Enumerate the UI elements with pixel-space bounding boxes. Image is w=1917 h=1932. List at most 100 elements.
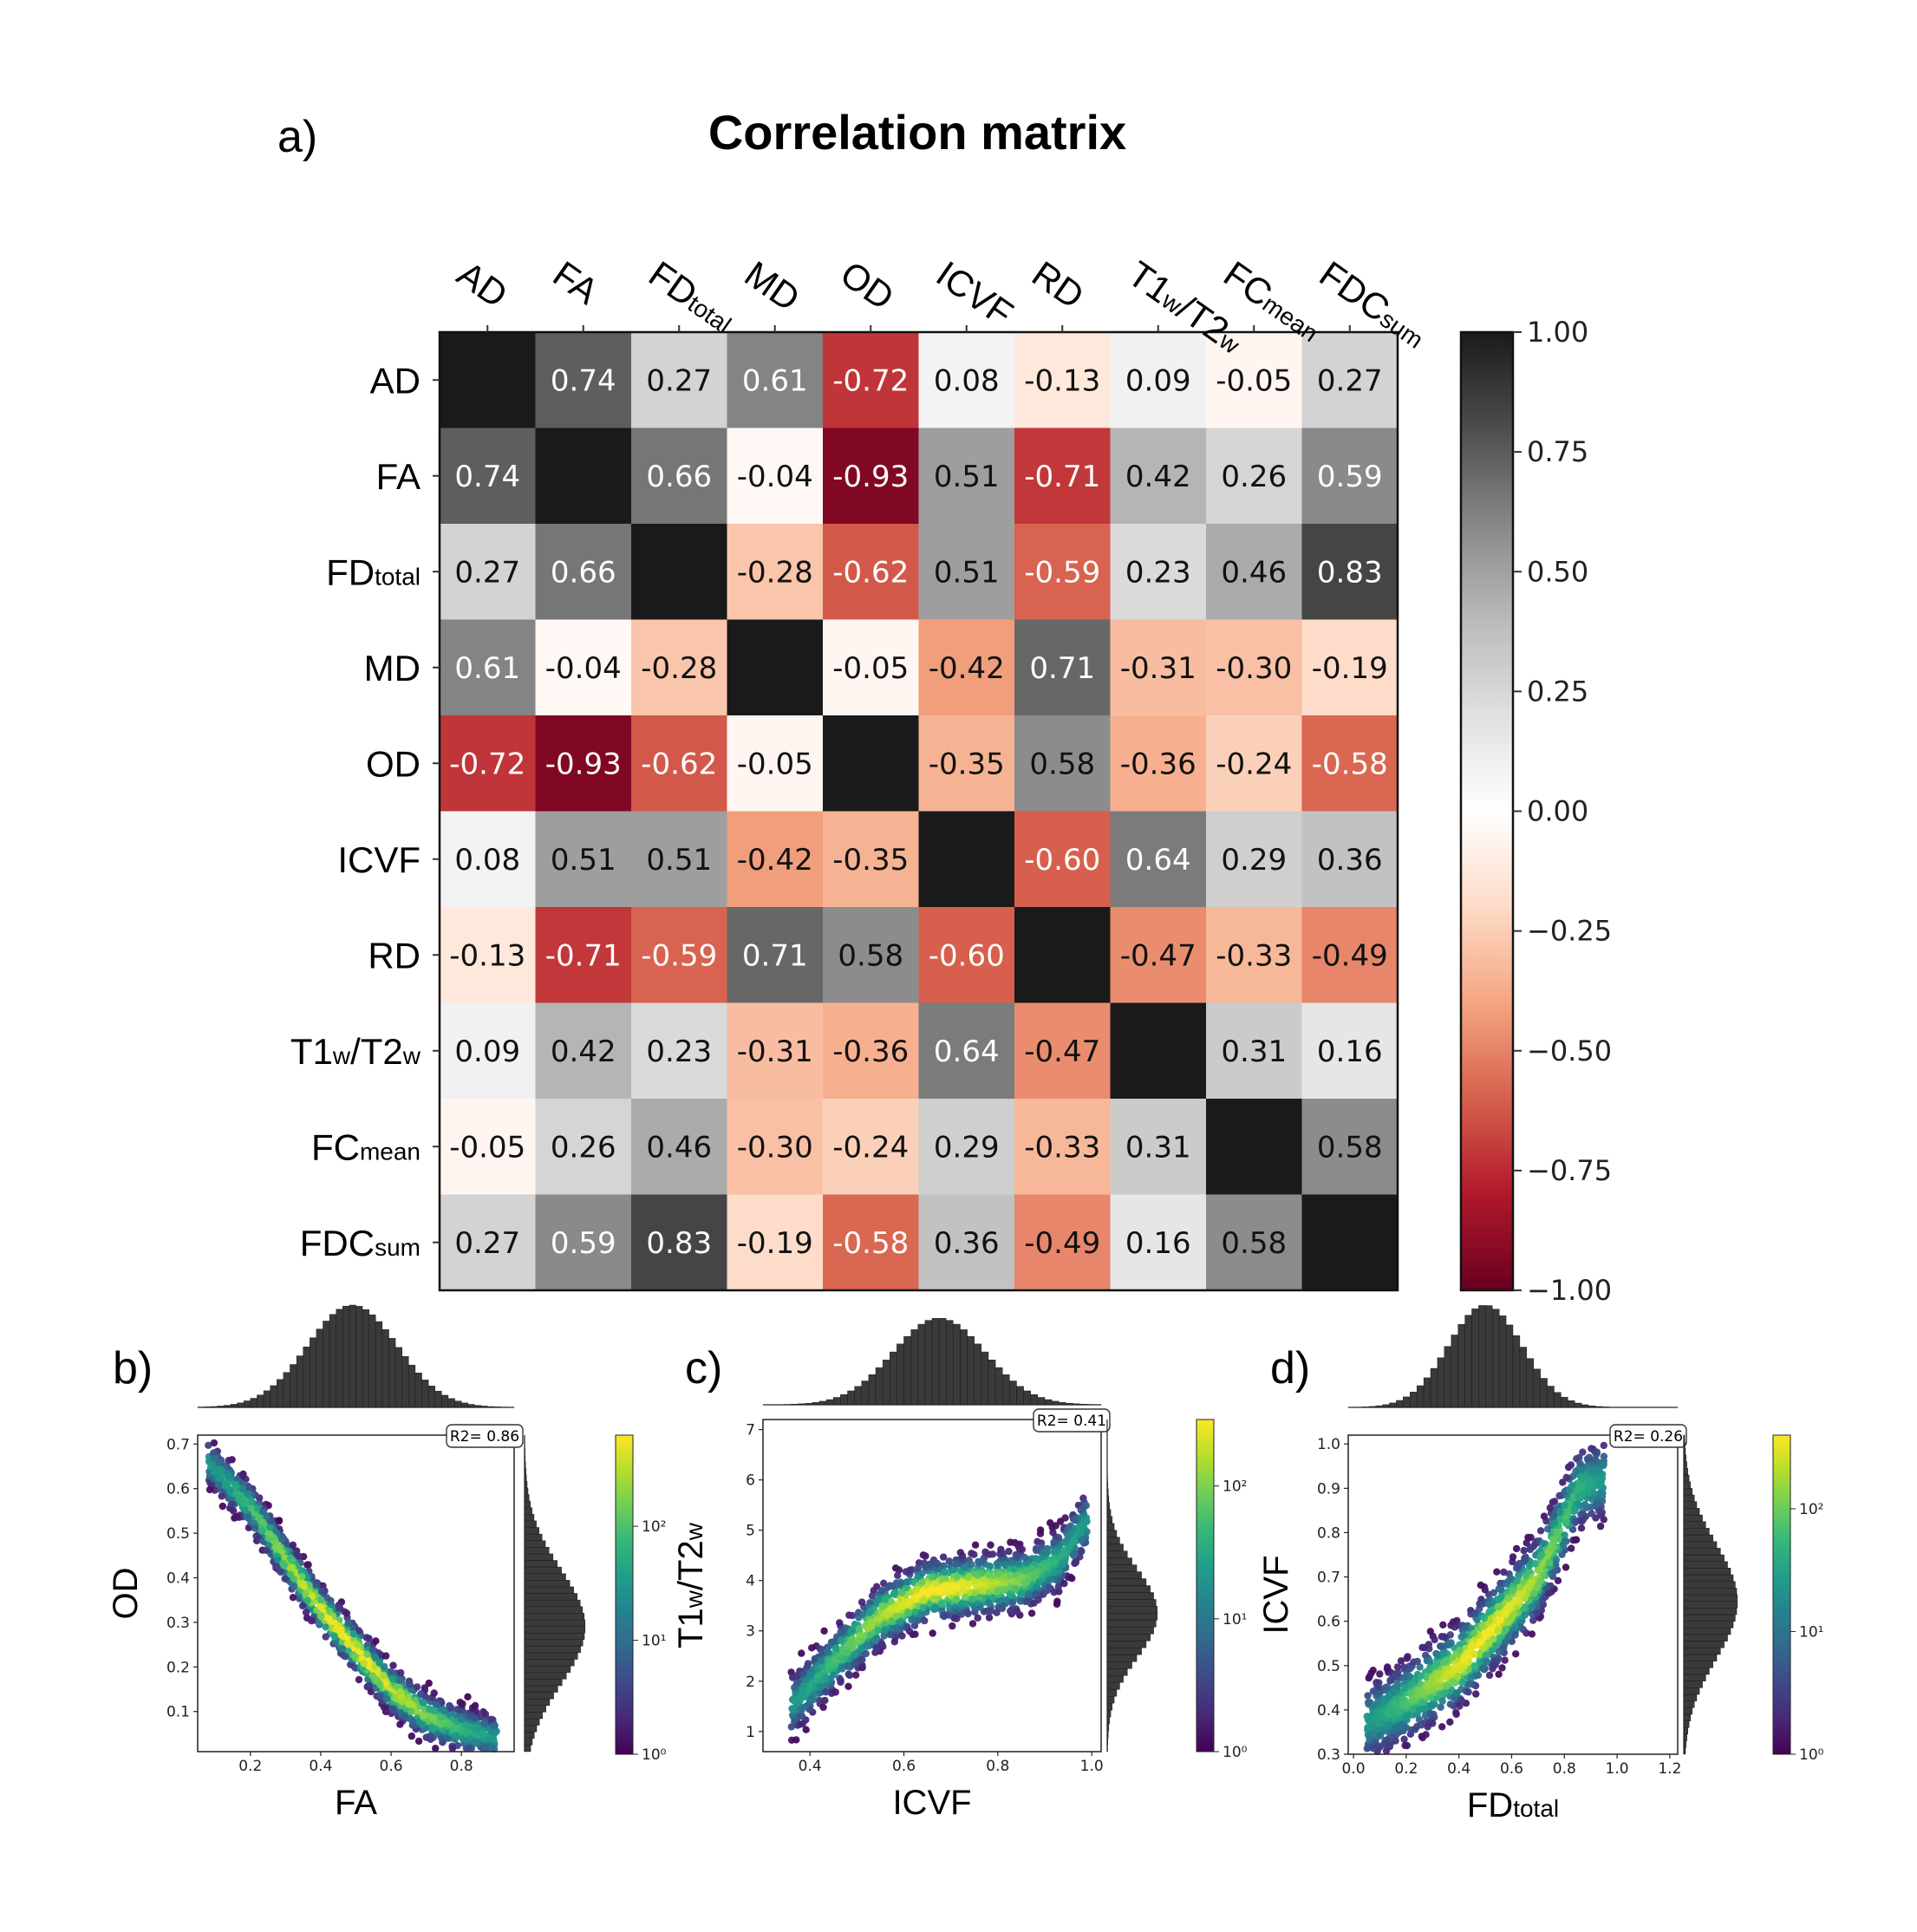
hexbin-cell — [337, 1631, 345, 1640]
hexbin-cell — [908, 1615, 916, 1624]
hexbin-cell — [419, 1699, 427, 1707]
hexbin-cell — [354, 1641, 362, 1648]
heatmap-cell-value: 0.46 — [1221, 555, 1287, 590]
hexbin-cell — [1494, 1628, 1502, 1635]
hexbin-cell — [982, 1607, 991, 1615]
hexbin-cell — [308, 1592, 316, 1600]
hexbin-cell — [251, 1524, 259, 1532]
heatmap-cell — [1301, 428, 1399, 525]
hist-top-bar — [1389, 1402, 1397, 1408]
col-label-od: OD — [833, 253, 902, 318]
heatmap-cell — [440, 524, 537, 621]
heatmap-cell-value: -0.49 — [1312, 938, 1388, 973]
hexbin-cell — [1006, 1590, 1014, 1598]
hexbin-cell — [1495, 1670, 1503, 1679]
hexbin-cell — [1543, 1525, 1552, 1533]
hist-top-bar — [1016, 1386, 1024, 1406]
hexbin-cell — [956, 1549, 965, 1557]
hexbin-cell — [1050, 1589, 1058, 1596]
hist-right-bar — [1106, 1641, 1147, 1648]
heatmap-cell-value: -0.04 — [545, 651, 622, 686]
row-label-icvf: ICVF — [337, 839, 421, 880]
x-tick-label: 0.8 — [1553, 1760, 1576, 1778]
hexbin-cell — [1373, 1709, 1381, 1717]
hexbin-cell — [850, 1650, 857, 1659]
hexbin-cell — [419, 1720, 427, 1729]
hexbin-cell — [1562, 1537, 1569, 1545]
hexbin-cell — [905, 1609, 913, 1617]
hexbin-cell — [1409, 1706, 1417, 1713]
heatmap-cell-value: 0.51 — [934, 460, 1000, 494]
hist-top-bar — [342, 1305, 350, 1408]
hexbin-cell — [1421, 1643, 1429, 1652]
hist-top-bar — [924, 1320, 933, 1406]
heatmap-cell — [1014, 1002, 1112, 1100]
hexbin-cell — [382, 1652, 390, 1660]
hist-top-bar — [903, 1335, 911, 1406]
hexbin-cell — [1394, 1668, 1402, 1676]
hexbin-cell — [959, 1587, 967, 1595]
hexbin-cell — [408, 1718, 417, 1726]
hexbin-cell — [238, 1472, 247, 1479]
hexbin-cell — [1431, 1635, 1438, 1644]
x-axis-label: ICVF — [892, 1784, 971, 1822]
hexbin-cell — [822, 1674, 830, 1682]
hist-top-bar — [316, 1328, 323, 1408]
hexbin-cell — [487, 1715, 496, 1724]
hexbin-cell — [1388, 1733, 1396, 1742]
colorbar-tick-label: −1.00 — [1527, 1274, 1612, 1307]
hexbin-cell — [278, 1536, 286, 1544]
heatmap-cell-value: -0.72 — [832, 363, 909, 398]
hist-top-bar — [938, 1318, 947, 1406]
panel-label-b: b) — [113, 1343, 153, 1394]
hist-right-bar — [524, 1672, 567, 1680]
hist-right-bar — [1683, 1594, 1738, 1602]
heatmap-cell-value: 0.26 — [551, 1130, 616, 1165]
hist-right-bar — [524, 1507, 532, 1515]
hist-right-bar — [524, 1718, 540, 1726]
hexbin-cell — [933, 1559, 942, 1568]
hexbin-cell — [290, 1583, 298, 1590]
hexbin-cell — [1470, 1629, 1478, 1637]
hexbin-cell — [1535, 1582, 1542, 1589]
heatmap-cell — [535, 524, 632, 621]
hexbin-cell — [1599, 1462, 1607, 1470]
hexbin-cell — [820, 1627, 828, 1635]
hexbin-cell — [792, 1736, 800, 1744]
heatmap-cell-value: -0.59 — [1024, 555, 1100, 590]
heatmap-cell — [1206, 811, 1303, 908]
hexbin-cell — [1545, 1558, 1554, 1567]
heatmap-cell-value: -0.42 — [737, 843, 813, 878]
hist-right-bar — [1683, 1514, 1703, 1522]
heatmap-cell — [1206, 1194, 1303, 1291]
heatmap-cell-value: 0.16 — [1317, 1035, 1383, 1069]
heatmap-cell — [1014, 907, 1112, 1004]
heatmap-cell-value: 0.23 — [1125, 555, 1191, 590]
hexbin-cell — [884, 1583, 891, 1592]
col-label-md: MD — [738, 253, 807, 319]
hexbin-cell — [1010, 1564, 1018, 1573]
hexbin-cell — [440, 1707, 448, 1715]
heatmap-cell — [440, 811, 537, 908]
hexbin-cell — [1392, 1700, 1400, 1708]
hexbin-cell — [1494, 1603, 1503, 1611]
hexbin-cell — [1013, 1608, 1021, 1615]
hist-right-bar — [1106, 1592, 1154, 1600]
hexbin-cell — [1578, 1465, 1586, 1473]
hexbin-cell — [987, 1541, 994, 1549]
hexbin-cell — [474, 1725, 482, 1733]
hexbin-cell — [491, 1728, 499, 1737]
hist-right-bar — [1683, 1608, 1738, 1615]
hexbin-cell — [473, 1732, 481, 1739]
hexbin-cell — [313, 1582, 321, 1589]
panel-label-c: c) — [685, 1343, 722, 1394]
hist-right-bar — [524, 1527, 539, 1535]
heatmap-cell-value: 0.26 — [1221, 460, 1287, 494]
hexbin-cell — [210, 1439, 218, 1447]
hexbin-cell — [489, 1735, 497, 1743]
hexbin-cell — [791, 1718, 799, 1726]
hist-right-bar — [1683, 1668, 1710, 1675]
hist-right-bar — [1106, 1661, 1132, 1669]
hexbin-cell — [1059, 1561, 1066, 1569]
hexbin-cell — [351, 1653, 359, 1661]
